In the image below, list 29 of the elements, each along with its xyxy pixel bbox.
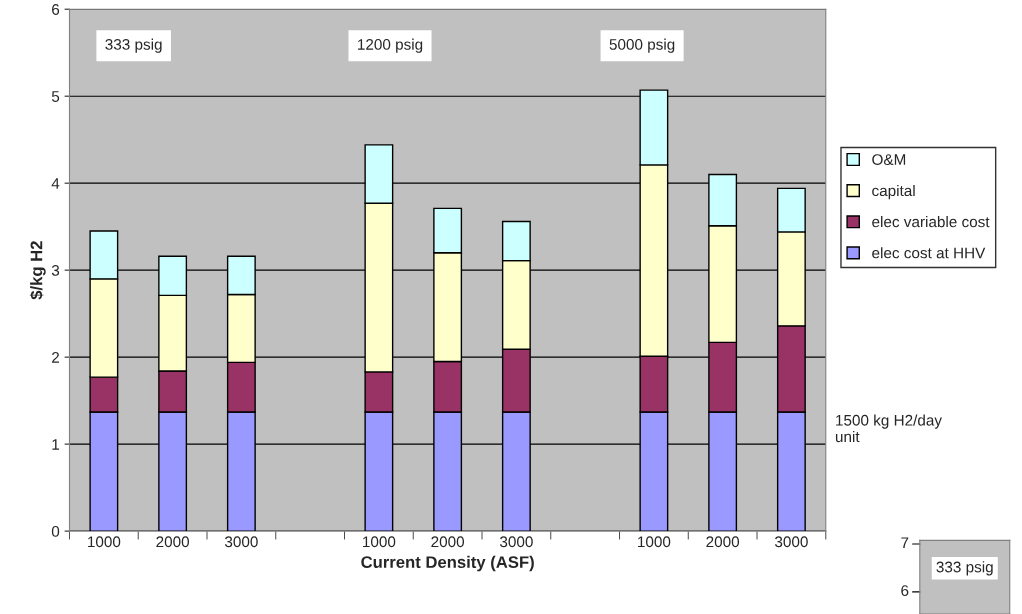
x-tick-label: 1000 [363, 536, 396, 548]
annotation: 5000 psig [609, 38, 675, 53]
y-tick-label: 5 [51, 91, 60, 102]
x-axis-title: Current Density (ASF) [361, 555, 534, 572]
text: 7 [901, 537, 909, 548]
y-axis-title: $/kg H2 [29, 241, 46, 300]
y-tick-label: 0 [51, 525, 60, 537]
x-tick-label: 3000 [499, 536, 533, 548]
text: 1500 kg H2/day unit [835, 414, 942, 443]
text: 333 psig [936, 561, 993, 576]
legend-label: capital [872, 184, 915, 200]
legend-label: elec cost at HHV [872, 247, 986, 259]
y-tick-label: 4 [51, 178, 60, 189]
legend-label: elec variable cost [872, 216, 990, 228]
x-tick-label: 2000 [706, 536, 740, 548]
annotation: 333 psig [105, 38, 162, 53]
x-tick-label: 2000 [431, 536, 465, 548]
y-tick-label: 1 [52, 439, 60, 450]
legend-label: O&M [872, 154, 906, 165]
x-tick-label: 3000 [774, 536, 808, 548]
x-tick-label: 1000 [88, 536, 121, 548]
annotation: 1200 psig [358, 38, 423, 53]
y-tick-label: 2 [52, 352, 60, 363]
y-tick-label: 3 [51, 265, 60, 276]
y-tick-label: 6 [52, 4, 60, 15]
text: 6 [901, 585, 909, 596]
x-tick-label: 2000 [156, 536, 190, 548]
x-tick-label: 3000 [224, 536, 258, 548]
x-tick-label: 1000 [638, 536, 671, 548]
